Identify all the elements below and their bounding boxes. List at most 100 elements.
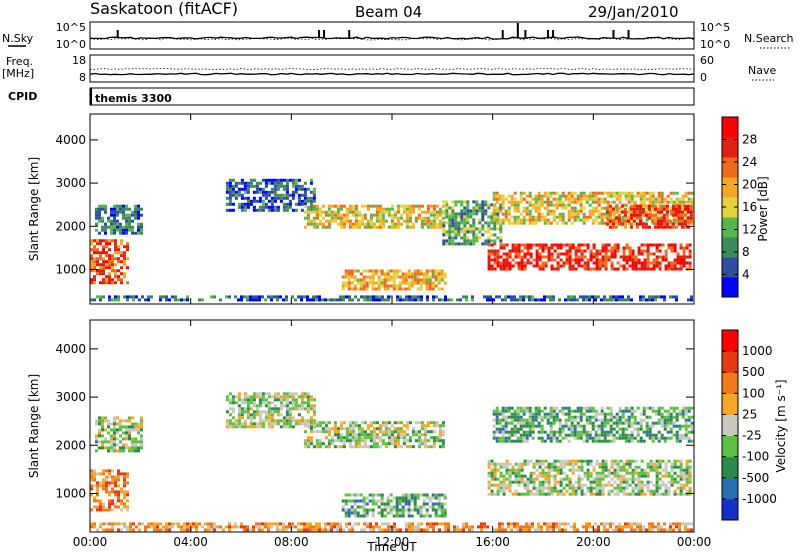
velocity-cell bbox=[344, 508, 348, 512]
velocity-cell bbox=[375, 427, 379, 431]
power-cell bbox=[303, 210, 307, 214]
velocity-cell bbox=[279, 522, 282, 526]
power-cell bbox=[255, 187, 259, 191]
power-cell bbox=[372, 204, 376, 208]
velocity-cell bbox=[237, 404, 241, 408]
power-cell bbox=[398, 269, 402, 273]
velocity-cell bbox=[414, 430, 418, 434]
power-cell bbox=[111, 278, 114, 282]
velocity-cell bbox=[639, 525, 642, 529]
velocity-cell bbox=[389, 511, 393, 515]
power-cell bbox=[408, 213, 412, 217]
power-cell bbox=[552, 215, 556, 219]
power-cell bbox=[603, 298, 606, 302]
power-cell bbox=[431, 275, 435, 279]
power-cell bbox=[469, 215, 473, 219]
velocity-cell bbox=[137, 446, 140, 450]
power-cell bbox=[321, 216, 325, 220]
velocity-cell bbox=[377, 493, 381, 497]
power-cell bbox=[416, 272, 420, 276]
velocity-cell bbox=[210, 522, 213, 526]
velocity-cell bbox=[597, 433, 601, 437]
velocity-cell bbox=[432, 445, 436, 449]
velocity-cell bbox=[303, 522, 306, 526]
velocity-cell bbox=[324, 528, 327, 532]
power-cell bbox=[318, 222, 322, 226]
power-cell bbox=[601, 243, 605, 247]
power-cell bbox=[228, 184, 232, 188]
velocity-cell bbox=[131, 425, 134, 429]
velocity-cell bbox=[384, 445, 388, 449]
velocity-cell bbox=[594, 418, 598, 422]
velocity-cell bbox=[499, 486, 503, 490]
power-cell bbox=[408, 295, 411, 299]
power-cell bbox=[635, 225, 639, 229]
power-cell bbox=[495, 295, 498, 299]
velocity-cell bbox=[675, 424, 679, 428]
velocity-cell bbox=[504, 430, 508, 434]
power-cell bbox=[573, 215, 577, 219]
velocity-cell bbox=[336, 436, 340, 440]
velocity-cell bbox=[417, 522, 420, 526]
power-cell bbox=[306, 222, 310, 226]
power-cell bbox=[612, 298, 615, 302]
power-cell bbox=[597, 295, 600, 299]
power-cell bbox=[492, 212, 496, 216]
power-cell bbox=[279, 193, 283, 197]
power-cell bbox=[469, 227, 473, 231]
velocity-cell bbox=[664, 483, 668, 487]
power-cell bbox=[414, 298, 417, 302]
power-cell bbox=[579, 209, 583, 213]
power-cell bbox=[654, 200, 658, 204]
velocity-cell bbox=[273, 392, 277, 396]
velocity-cell bbox=[288, 522, 291, 526]
velocity-cell bbox=[423, 436, 427, 440]
velocity-cell bbox=[571, 459, 575, 463]
power-cell bbox=[547, 258, 551, 262]
power-cell bbox=[469, 224, 473, 228]
power-colorbar-tick: 24 bbox=[742, 155, 757, 169]
velocity-cell bbox=[213, 522, 216, 526]
power-cell bbox=[363, 295, 366, 299]
velocity-cell bbox=[264, 410, 268, 414]
power-cell bbox=[448, 233, 452, 237]
power-cell bbox=[147, 295, 150, 299]
power-cell bbox=[559, 264, 563, 268]
velocity-cell bbox=[675, 430, 679, 434]
power-cell bbox=[508, 264, 512, 268]
velocity-cell bbox=[246, 425, 250, 429]
power-cell bbox=[303, 199, 307, 203]
velocity-cell bbox=[116, 428, 119, 432]
velocity-cell bbox=[579, 418, 583, 422]
velocity-cell bbox=[570, 418, 574, 422]
velocity-cell bbox=[387, 522, 390, 526]
velocity-cell bbox=[98, 419, 101, 423]
velocity-cell bbox=[348, 433, 352, 437]
power-cell bbox=[366, 295, 369, 299]
velocity-cell bbox=[630, 528, 633, 532]
power-cell bbox=[285, 196, 289, 200]
velocity-cell bbox=[392, 505, 396, 509]
velocity-cell bbox=[339, 525, 342, 529]
power-cell bbox=[686, 210, 690, 214]
velocity-cell bbox=[333, 522, 336, 526]
power-cell bbox=[395, 284, 399, 288]
velocity-cell bbox=[555, 525, 558, 529]
velocity-cell bbox=[330, 439, 334, 443]
velocity-cell bbox=[619, 465, 623, 469]
velocity-cell bbox=[550, 462, 554, 466]
velocity-cell bbox=[651, 406, 655, 410]
velocity-cell bbox=[561, 436, 565, 440]
power-cell bbox=[318, 210, 322, 214]
velocity-cell bbox=[107, 440, 110, 444]
power-cell bbox=[342, 216, 346, 220]
velocity-cell bbox=[537, 412, 541, 416]
power-cell bbox=[689, 213, 693, 217]
power-cell bbox=[96, 269, 99, 273]
power-cell bbox=[375, 216, 379, 220]
power-cell bbox=[120, 281, 123, 285]
velocity-cell bbox=[487, 480, 491, 484]
velocity-cell bbox=[510, 418, 514, 422]
velocity-cell bbox=[369, 421, 373, 425]
power-cell bbox=[463, 206, 467, 210]
